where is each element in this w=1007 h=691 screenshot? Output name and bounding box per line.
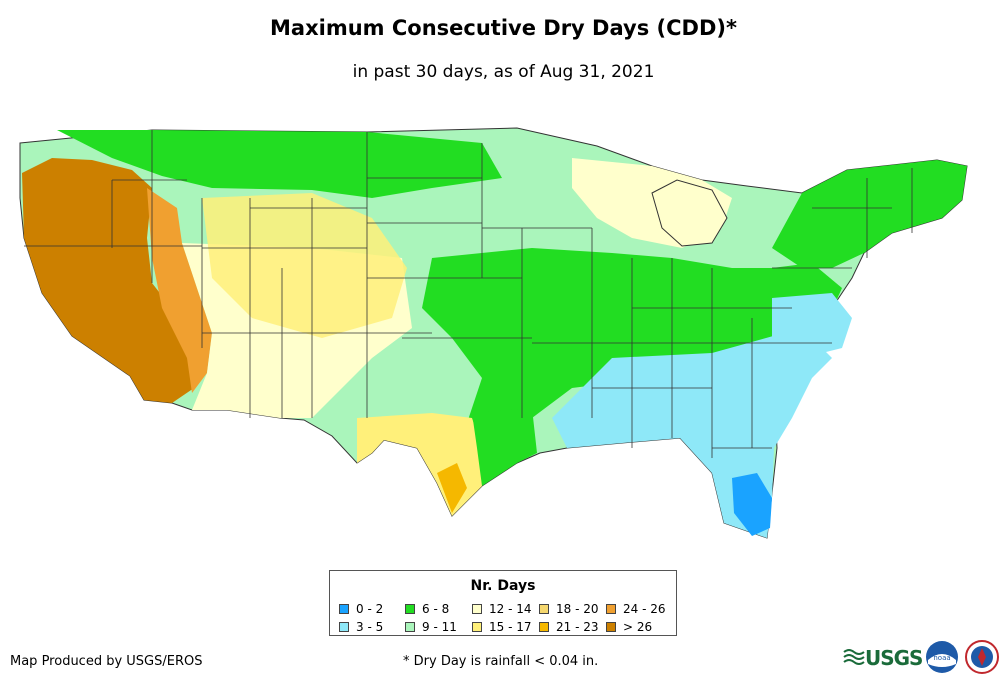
legend-item: 0 - 2 [339, 602, 405, 616]
region-west-gt26 [22, 158, 202, 403]
noaa-wordmark: noaa [933, 654, 950, 662]
state-boundaries [24, 130, 913, 458]
legend-label: 9 - 11 [422, 620, 457, 634]
legend-item: > 26 [606, 620, 672, 634]
legend-item: 6 - 8 [405, 602, 472, 616]
legend-item: 12 - 14 [472, 602, 539, 616]
region-north-6-8 [57, 130, 502, 198]
map-subtitle: in past 30 days, as of Aug 31, 2021 [352, 62, 655, 82]
map-title: Maximum Consecutive Dry Days (CDD)* [270, 16, 737, 40]
region-florida-0-2 [732, 473, 772, 536]
legend-swatch [472, 622, 482, 632]
region-east-texas-6-8 [472, 408, 537, 486]
region-texas-yellow [357, 413, 482, 516]
legend-label: 3 - 5 [356, 620, 384, 634]
legend-label: 24 - 26 [623, 602, 666, 616]
legend-title: Nr. Days [470, 578, 536, 594]
legend-label: 6 - 8 [422, 602, 450, 616]
legend-swatch [339, 604, 349, 614]
legend-label: > 26 [623, 620, 653, 634]
region-south-texas-21-23 [437, 463, 467, 513]
legend-item: 18 - 20 [539, 602, 606, 616]
region-midatlantic-3-5 [772, 293, 852, 358]
usgs-wordmark: USGS [865, 646, 923, 670]
legend-label: 12 - 14 [489, 602, 532, 616]
legend-swatch [606, 604, 616, 614]
lower-michigan [651, 179, 728, 247]
legend-grid: 0 - 2 6 - 8 12 - 14 18 - 20 24 - 26 3 - … [339, 602, 672, 634]
legend-swatch [405, 622, 415, 632]
dry-day-footnote: * Dry Day is rainfall < 0.04 in. [403, 654, 599, 669]
usgs-logo: USGS [843, 646, 923, 670]
region-northeast-6-8 [772, 160, 967, 268]
usgs-wave-icon [843, 649, 865, 665]
nws-logo [965, 640, 999, 674]
cdd-map [19, 127, 968, 539]
legend-item: 24 - 26 [606, 602, 672, 616]
region-west-24-26 [147, 188, 212, 393]
legend-swatch [339, 622, 349, 632]
legend-item: 15 - 17 [472, 620, 539, 634]
legend-label: 21 - 23 [556, 620, 599, 634]
legend-swatch [606, 622, 616, 632]
legend: Nr. Days 0 - 2 6 - 8 12 - 14 18 - 20 24 … [329, 570, 677, 636]
legend-swatch [539, 604, 549, 614]
legend-label: 0 - 2 [356, 602, 384, 616]
region-rockies-15-17 [202, 193, 407, 338]
legend-label: 18 - 20 [556, 602, 599, 616]
legend-swatch [405, 604, 415, 614]
map-credit: Map Produced by USGS/EROS [10, 654, 203, 669]
legend-item: 21 - 23 [539, 620, 606, 634]
legend-item: 3 - 5 [339, 620, 405, 634]
legend-item: 9 - 11 [405, 620, 472, 634]
legend-swatch [472, 604, 482, 614]
noaa-logo: noaa [926, 641, 958, 673]
legend-label: 15 - 17 [489, 620, 532, 634]
legend-swatch [539, 622, 549, 632]
